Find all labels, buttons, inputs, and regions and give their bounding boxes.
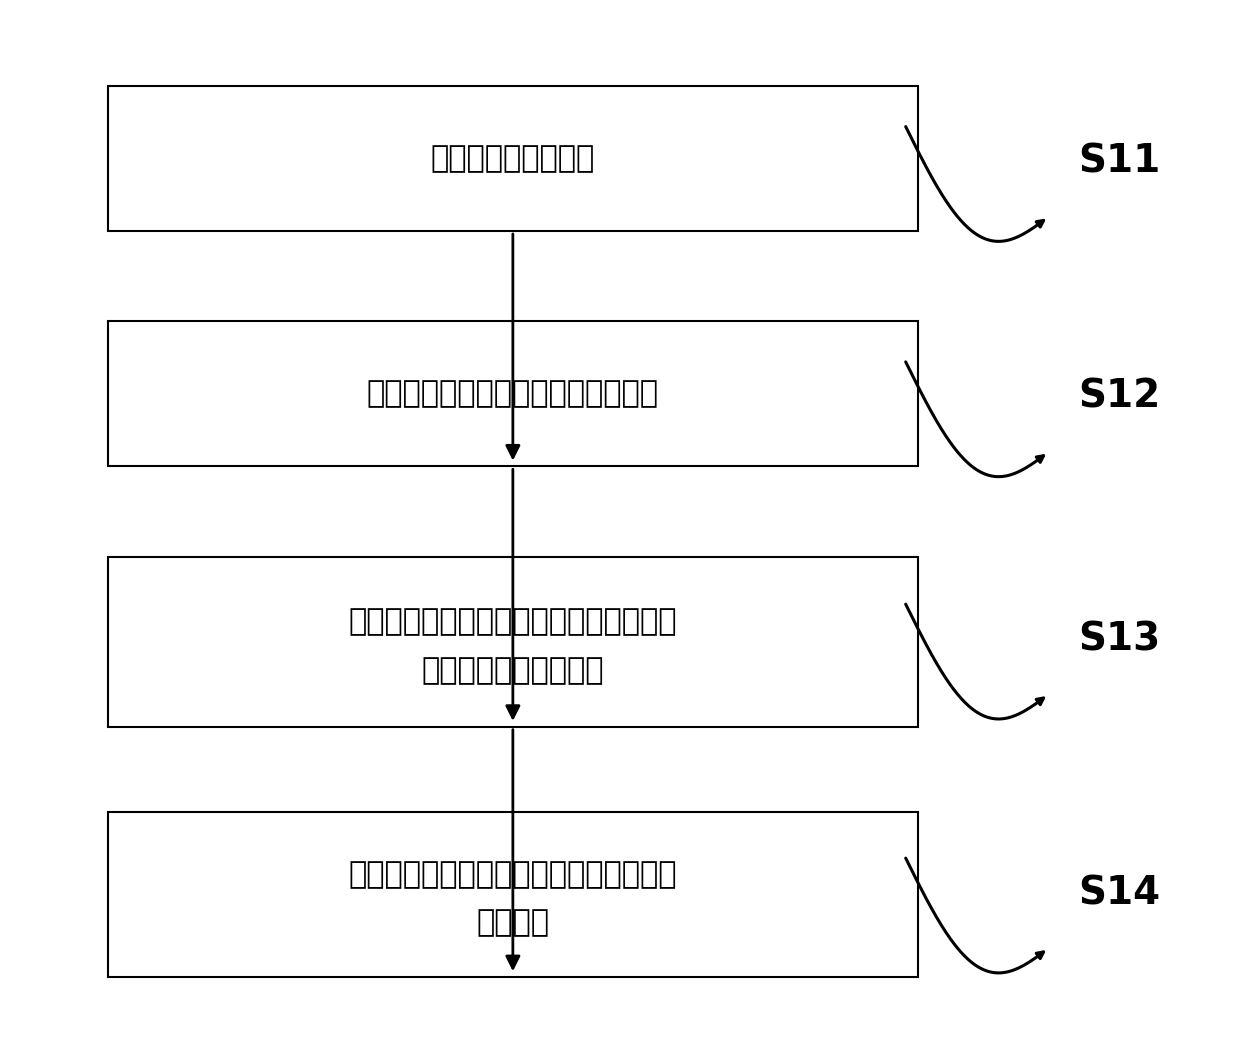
Text: 与控制电流的对应关系: 与控制电流的对应关系 (422, 656, 604, 685)
Bar (108, 557, 918, 727)
Text: S13: S13 (1079, 621, 1161, 658)
Bar (108, 86, 918, 232)
Text: 获取当前灯丝电流值: 获取当前灯丝电流值 (430, 144, 595, 173)
Bar (108, 811, 918, 977)
Text: 确定当前灯丝电流值所处的电流范围: 确定当前灯丝电流值所处的电流范围 (367, 380, 658, 409)
Text: S14: S14 (1079, 874, 1161, 913)
Text: S11: S11 (1079, 143, 1161, 180)
Bar (108, 321, 918, 466)
Text: 根据所处的电流范围确定对应的灯丝电流: 根据所处的电流范围确定对应的灯丝电流 (348, 607, 677, 636)
Text: 根据当前灯丝电流值和对应关系确定当前: 根据当前灯丝电流值和对应关系确定当前 (348, 860, 677, 889)
Text: 控制电流: 控制电流 (476, 908, 549, 937)
Text: S12: S12 (1079, 378, 1161, 416)
